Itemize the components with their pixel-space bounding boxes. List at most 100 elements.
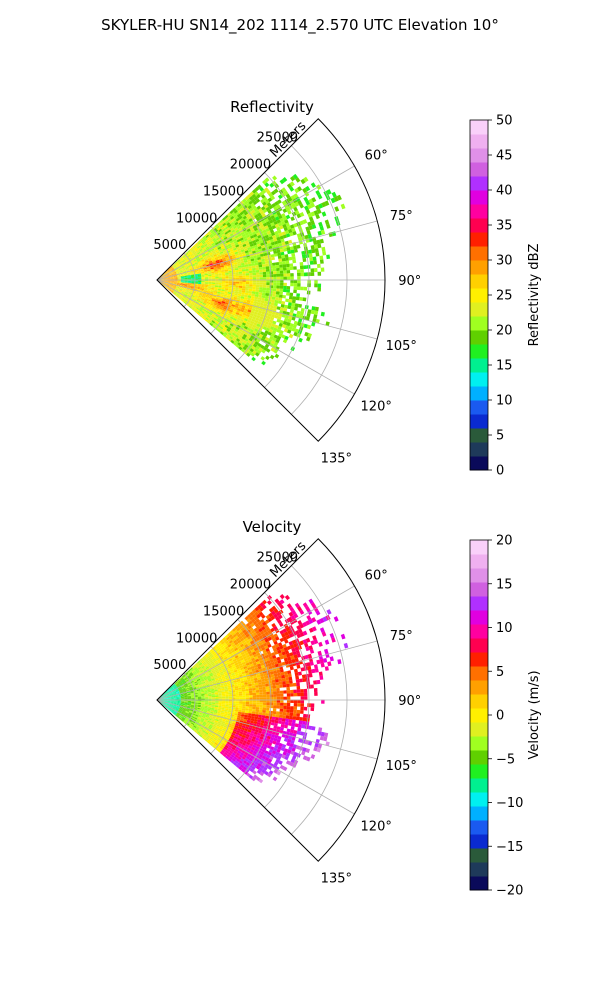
echo-cell: [204, 274, 209, 277]
echo-cell: [207, 284, 212, 287]
echo-cell: [260, 194, 266, 199]
echo-cell: [219, 326, 224, 330]
echo-cell: [208, 283, 212, 286]
echo-cell: [175, 262, 179, 265]
echo-cell: [184, 274, 188, 276]
echo-cell: [167, 698, 171, 700]
echo-cell: [216, 293, 221, 296]
echo-cell: [244, 627, 250, 632]
echo-cell: [228, 639, 233, 644]
echo-cell: [282, 208, 288, 213]
echo-cell: [223, 725, 228, 729]
echo-cell: [317, 271, 322, 276]
echo-cell: [214, 693, 219, 696]
echo-cell: [224, 691, 229, 694]
echo-cell: [213, 246, 218, 250]
echo-cell: [173, 702, 178, 703]
echo-cell: [244, 217, 249, 222]
echo-cell: [199, 292, 203, 295]
echo-cell: [241, 762, 246, 767]
echo-cell: [244, 207, 250, 212]
echo-cell: [165, 705, 169, 708]
echo-cell: [177, 282, 181, 284]
echo-cell: [182, 267, 186, 270]
echo-cell: [283, 702, 287, 706]
echo-cell: [181, 266, 185, 269]
echo-cell: [180, 280, 185, 282]
echo-cell: [275, 233, 280, 238]
echo-cell: [205, 240, 210, 244]
echo-cell: [213, 659, 217, 663]
echo-cell: [173, 685, 177, 688]
echo-cell: [197, 274, 202, 276]
echo-cell: [291, 256, 296, 260]
echo-cell: [166, 694, 170, 697]
echo-cell: [240, 736, 245, 741]
echo-cell: [208, 238, 213, 242]
echo-cell: [169, 693, 173, 696]
echo-cell: [228, 692, 232, 695]
echo-cell: [199, 686, 204, 689]
echo-cell: [221, 722, 225, 726]
echo-cell: [166, 275, 170, 277]
echo-cell: [247, 309, 252, 313]
echo-cell: [199, 293, 203, 296]
echo-cell: [199, 266, 204, 269]
radial-tick-label: 5000: [153, 238, 186, 253]
echo-cell: [237, 295, 241, 299]
echo-cell: [197, 246, 202, 250]
echo-cell: [256, 301, 261, 306]
echo-cell: [211, 314, 216, 318]
echo-cell: [274, 230, 279, 235]
echo-cell: [243, 650, 248, 654]
echo-cell: [170, 277, 174, 278]
echo-cell: [185, 679, 189, 682]
echo-cell: [169, 692, 173, 695]
echo-cell: [197, 706, 201, 709]
echo-cell: [201, 680, 205, 683]
echo-cell: [240, 659, 245, 663]
echo-cell: [190, 249, 195, 253]
echo-cell: [183, 256, 187, 260]
echo-cell: [269, 290, 273, 294]
echo-cell: [178, 716, 182, 720]
echo-cell: [217, 658, 221, 662]
echo-cell: [286, 686, 290, 691]
echo-cell: [190, 673, 194, 677]
echo-cell: [245, 708, 249, 711]
echo-cell: [255, 338, 261, 343]
echo-cell: [227, 724, 232, 728]
echo-cell: [287, 305, 292, 310]
echo-cell: [196, 678, 201, 682]
echo-cell: [179, 269, 183, 272]
echo-cell: [224, 286, 229, 289]
echo-cell: [222, 278, 226, 280]
echo-cell: [228, 286, 232, 289]
echo-cell: [223, 682, 228, 686]
echo-cell: [267, 197, 273, 203]
echo-cell: [197, 703, 202, 706]
echo-cell: [257, 259, 262, 263]
echo-cell: [210, 741, 215, 745]
echo-cell: [266, 189, 271, 195]
colorbar-tick-label: 50: [496, 114, 513, 129]
echo-cell: [233, 209, 238, 214]
echo-cell: [265, 686, 270, 690]
echo-cell: [197, 271, 201, 273]
echo-cell: [232, 231, 237, 235]
echo-cell: [229, 755, 234, 760]
echo-cell: [184, 703, 188, 705]
echo-cell: [208, 296, 213, 300]
echo-cell: [184, 703, 188, 706]
echo-cell: [296, 233, 302, 238]
echo-cell: [215, 740, 219, 745]
echo-cell: [289, 186, 295, 192]
echo-cell: [261, 264, 266, 267]
echo-cell: [273, 691, 277, 695]
echo-cell: [202, 264, 207, 267]
echo-cell: [228, 245, 233, 249]
echo-cell: [201, 673, 206, 677]
echo-cell: [314, 310, 319, 316]
echo-cell: [254, 754, 259, 759]
echo-cell: [219, 296, 223, 300]
